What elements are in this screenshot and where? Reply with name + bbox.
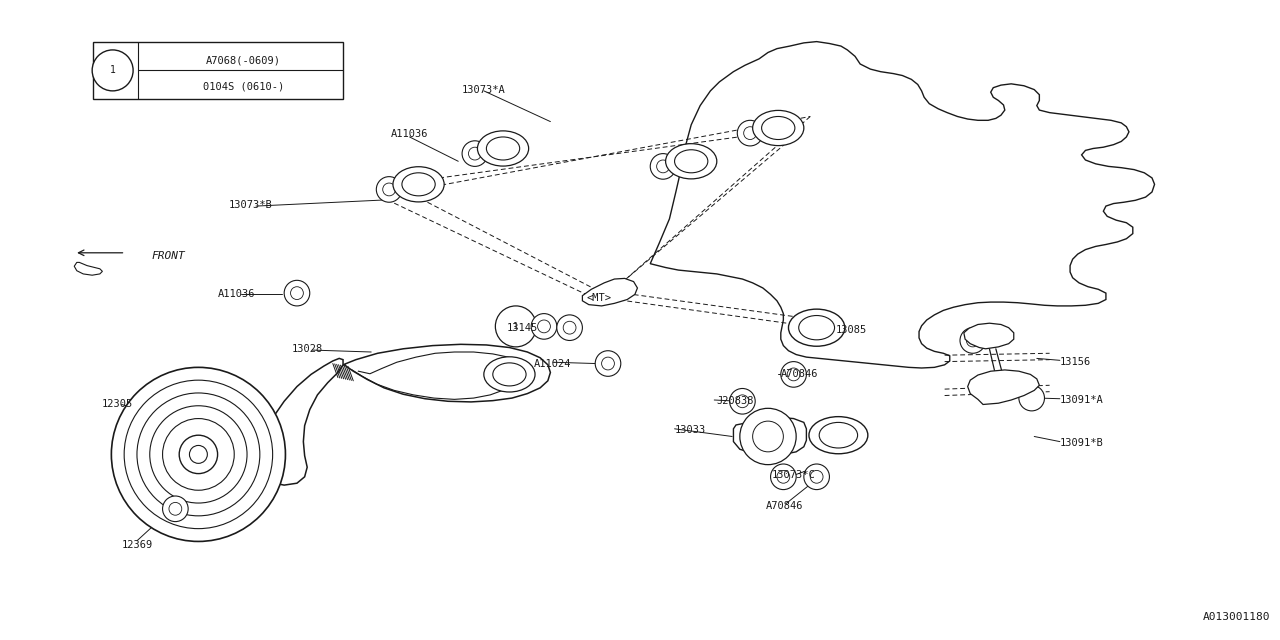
Circle shape [189,445,207,463]
Text: 13091*B: 13091*B [1060,438,1103,448]
Circle shape [111,367,285,541]
Polygon shape [650,42,1155,368]
Ellipse shape [666,143,717,179]
Text: A70846: A70846 [765,500,804,511]
Text: 13073*C: 13073*C [772,470,815,480]
Circle shape [736,395,749,408]
Text: J20838: J20838 [717,396,754,406]
Circle shape [804,464,829,490]
Ellipse shape [800,316,833,339]
Text: 12305: 12305 [102,399,133,410]
Polygon shape [964,323,1014,349]
Text: 1: 1 [513,322,518,331]
Circle shape [179,435,218,474]
Text: 13028: 13028 [292,344,323,354]
Text: 1: 1 [110,65,115,76]
Text: 13145: 13145 [507,323,538,333]
Text: 13073*A: 13073*A [462,84,506,95]
Circle shape [376,177,402,202]
Text: 13073*B: 13073*B [229,200,273,210]
Circle shape [413,179,424,189]
Text: 13091*A: 13091*A [1060,395,1103,405]
Text: A11024: A11024 [534,358,572,369]
Polygon shape [343,344,550,402]
Circle shape [137,393,260,516]
Ellipse shape [791,310,842,346]
Circle shape [498,143,508,154]
Circle shape [787,368,800,381]
Circle shape [730,388,755,414]
Ellipse shape [762,116,795,140]
Text: 12369: 12369 [122,540,152,550]
Text: A11036: A11036 [218,289,256,300]
Circle shape [595,351,621,376]
Circle shape [163,419,234,490]
Ellipse shape [484,356,535,392]
Circle shape [744,127,756,140]
Circle shape [602,357,614,370]
Text: <MT>: <MT> [586,292,612,303]
Text: A70846: A70846 [781,369,818,380]
Circle shape [557,315,582,340]
Polygon shape [968,370,1039,404]
Circle shape [163,496,188,522]
Circle shape [92,50,133,91]
Circle shape [284,280,310,306]
Circle shape [150,406,247,503]
Circle shape [753,421,783,452]
Circle shape [777,470,790,483]
Circle shape [804,315,829,340]
Ellipse shape [819,422,858,448]
Circle shape [383,183,396,196]
Circle shape [810,321,823,334]
Circle shape [771,464,796,490]
Polygon shape [259,358,343,485]
Circle shape [773,123,783,133]
Circle shape [966,334,979,347]
Circle shape [468,147,481,160]
Ellipse shape [486,137,520,160]
Ellipse shape [809,417,868,454]
Circle shape [686,156,696,166]
Text: 13085: 13085 [836,324,867,335]
Circle shape [810,470,823,483]
Circle shape [563,321,576,334]
Circle shape [737,120,763,146]
Circle shape [169,502,182,515]
Text: A7068(-0609): A7068(-0609) [206,56,280,66]
Text: 0104S (0610-): 0104S (0610-) [202,81,284,92]
Circle shape [650,154,676,179]
Ellipse shape [799,316,835,340]
Text: FRONT: FRONT [151,251,184,261]
Text: A11036: A11036 [390,129,429,140]
Circle shape [462,141,488,166]
Ellipse shape [753,110,804,146]
Circle shape [495,306,536,347]
Ellipse shape [788,309,845,346]
Ellipse shape [393,166,444,202]
Circle shape [531,314,557,339]
Circle shape [538,320,550,333]
Circle shape [124,380,273,529]
Ellipse shape [493,363,526,386]
FancyBboxPatch shape [93,42,343,99]
Circle shape [1019,385,1044,411]
Circle shape [504,369,515,380]
Ellipse shape [675,150,708,173]
Polygon shape [733,417,806,454]
Circle shape [657,160,669,173]
Text: 13156: 13156 [1060,356,1091,367]
Polygon shape [74,262,102,275]
Circle shape [740,408,796,465]
Polygon shape [582,278,637,306]
Text: A013001180: A013001180 [1202,612,1270,622]
Ellipse shape [402,173,435,196]
Circle shape [812,323,822,333]
Circle shape [291,287,303,300]
Text: 13033: 13033 [675,425,705,435]
Ellipse shape [477,131,529,166]
Circle shape [960,328,986,353]
Circle shape [781,362,806,387]
